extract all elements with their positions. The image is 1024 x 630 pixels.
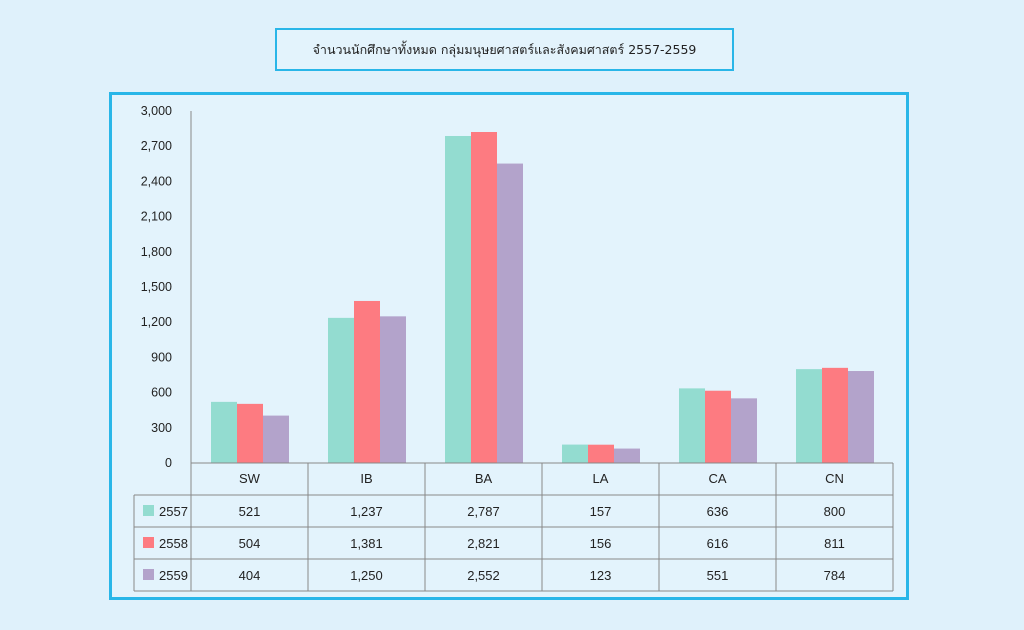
bar-CA-2557 — [679, 388, 705, 463]
bar-SW-2559 — [263, 415, 289, 463]
category-label: LA — [593, 471, 609, 486]
bar-BA-2557 — [445, 135, 471, 463]
data-label: 1,381 — [350, 536, 383, 551]
bar-LA-2559 — [614, 448, 640, 463]
chart-title-box: จำนวนนักศึกษาทั้งหมด กลุ่มมนุษยศาสตร์และ… — [275, 28, 734, 71]
bar-CA-2558 — [705, 390, 731, 463]
bar-LA-2558 — [588, 444, 614, 463]
data-label: 800 — [824, 504, 846, 519]
data-label: 551 — [707, 568, 729, 583]
bar-LA-2557 — [562, 444, 588, 463]
data-label: 404 — [239, 568, 261, 583]
category-label: BA — [475, 471, 493, 486]
y-tick-label: 2,400 — [141, 174, 172, 188]
y-tick-label: 1,200 — [141, 315, 172, 329]
bar-CN-2559 — [848, 371, 874, 463]
bar-SW-2557 — [211, 401, 237, 463]
legend-label: 2559 — [159, 568, 188, 583]
y-tick-label: 600 — [151, 386, 172, 400]
legend-swatch — [143, 537, 154, 548]
bar-IB-2559 — [380, 316, 406, 463]
data-label: 1,250 — [350, 568, 383, 583]
data-label: 1,237 — [350, 504, 383, 519]
data-label: 811 — [824, 536, 845, 551]
chart-title: จำนวนนักศึกษาทั้งหมด กลุ่มมนุษยศาสตร์และ… — [312, 41, 697, 57]
y-tick-label: 1,800 — [141, 245, 172, 259]
data-label: 156 — [590, 536, 612, 551]
data-label: 504 — [239, 536, 261, 551]
data-label: 636 — [707, 504, 729, 519]
y-tick-label: 0 — [165, 456, 172, 470]
y-tick-label: 1,500 — [141, 280, 172, 294]
bar-BA-2559 — [497, 163, 523, 463]
data-label: 784 — [824, 568, 846, 583]
legend-label: 2558 — [159, 536, 188, 551]
y-tick-label: 2,100 — [141, 210, 172, 224]
category-label: CN — [825, 471, 844, 486]
data-label: 616 — [707, 536, 729, 551]
y-tick-label: 900 — [151, 350, 172, 364]
y-tick-label: 300 — [151, 421, 172, 435]
legend-swatch — [143, 505, 154, 516]
data-label: 157 — [590, 504, 612, 519]
legend-label: 2557 — [159, 504, 188, 519]
bar-CN-2558 — [822, 367, 848, 463]
bar-IB-2557 — [328, 317, 354, 463]
legend-swatch — [143, 569, 154, 580]
category-label: IB — [360, 471, 372, 486]
y-tick-label: 3,000 — [141, 104, 172, 118]
bar-SW-2558 — [237, 403, 263, 463]
data-label: 2,787 — [467, 504, 500, 519]
bar-BA-2558 — [471, 132, 497, 463]
category-label: CA — [708, 471, 726, 486]
y-tick-label: 2,700 — [141, 139, 172, 153]
data-label: 2,821 — [467, 536, 500, 551]
data-label: 521 — [239, 504, 261, 519]
data-label: 123 — [590, 568, 612, 583]
bar-CA-2559 — [731, 398, 757, 463]
category-label: SW — [239, 471, 261, 486]
bar-CN-2557 — [796, 369, 822, 463]
bar-IB-2558 — [354, 300, 380, 463]
data-label: 2,552 — [467, 568, 500, 583]
